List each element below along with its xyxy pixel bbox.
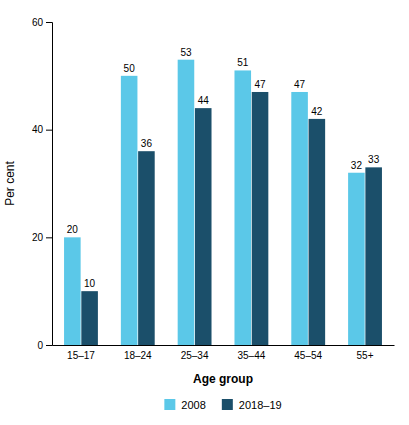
chart: 20 50 53 51 47 32 10 36 44 47 42 33 0 20 40 60 15–17 18–2… xyxy=(0,0,409,425)
tick-label: 25–34 xyxy=(181,350,209,361)
data-label: 36 xyxy=(141,138,153,149)
legend-item: 2018–19 xyxy=(222,399,282,411)
data-label: 20 xyxy=(67,224,79,235)
bar xyxy=(178,60,195,345)
tick-mark xyxy=(46,345,52,346)
bar xyxy=(81,291,98,345)
bar xyxy=(121,76,138,345)
bar xyxy=(309,119,326,345)
tick-label: 55+ xyxy=(357,350,374,361)
bar xyxy=(291,92,308,345)
data-label: 51 xyxy=(237,57,249,68)
y-axis-title: Per cent xyxy=(3,160,17,205)
data-label: 50 xyxy=(124,63,136,74)
data-label: 33 xyxy=(368,154,380,165)
axis-line xyxy=(46,23,53,346)
tick: 18–24 xyxy=(124,350,152,361)
bars xyxy=(64,60,382,345)
tick: 0 xyxy=(37,340,52,351)
bar xyxy=(348,173,365,345)
data-labels: 20 50 53 51 47 32 10 36 44 47 42 33 xyxy=(67,47,380,289)
tick-label: 45–54 xyxy=(294,350,322,361)
tick: 20 xyxy=(32,232,52,243)
bar-series xyxy=(64,60,365,345)
tick: 25–34 xyxy=(181,350,209,361)
bar xyxy=(64,237,81,345)
tick-label: 35–44 xyxy=(237,350,265,361)
legend-label: 2008 xyxy=(181,399,205,411)
tick-mark xyxy=(46,130,52,131)
tick-label: 0 xyxy=(37,340,43,351)
bar-series xyxy=(81,92,382,345)
tick-mark xyxy=(46,22,52,23)
tick: 55+ xyxy=(357,350,374,361)
plot: 20 50 53 51 47 32 10 36 44 47 42 33 0 20 40 60 15–17 18–2… xyxy=(32,17,395,361)
x-axis: 15–17 18–24 25–34 35–44 45–54 55+ xyxy=(53,346,395,362)
data-label: 10 xyxy=(84,278,96,289)
legend-item: 2008 xyxy=(164,399,205,411)
bar xyxy=(365,167,382,345)
data-label: 47 xyxy=(254,79,266,90)
tick: 45–54 xyxy=(294,350,322,361)
tick: 15–17 xyxy=(67,350,95,361)
data-label: 42 xyxy=(311,106,323,117)
legend-swatch xyxy=(164,399,175,410)
tick: 60 xyxy=(32,17,52,28)
tick-label: 20 xyxy=(32,232,44,243)
tick-mark xyxy=(46,237,52,238)
tick-label: 15–17 xyxy=(67,350,95,361)
tick-label: 60 xyxy=(32,17,44,28)
y-axis: 0 20 40 60 xyxy=(32,17,53,351)
bar xyxy=(234,70,251,345)
tick-label: 40 xyxy=(32,124,44,135)
tick: 35–44 xyxy=(237,350,265,361)
legend-label: 2018–19 xyxy=(239,399,282,411)
data-label: 53 xyxy=(180,47,192,58)
data-label: 44 xyxy=(198,95,210,106)
x-axis-title: Age group xyxy=(193,372,253,386)
data-label: 47 xyxy=(294,79,306,90)
legend-swatch xyxy=(222,399,233,410)
legend: 2008 2018–19 xyxy=(164,399,281,411)
bar xyxy=(138,151,155,345)
axis-line xyxy=(53,345,395,346)
tick-label: 18–24 xyxy=(124,350,152,361)
data-label: 32 xyxy=(351,160,363,171)
bar xyxy=(195,108,212,345)
bar xyxy=(252,92,269,345)
tick: 40 xyxy=(32,124,52,135)
